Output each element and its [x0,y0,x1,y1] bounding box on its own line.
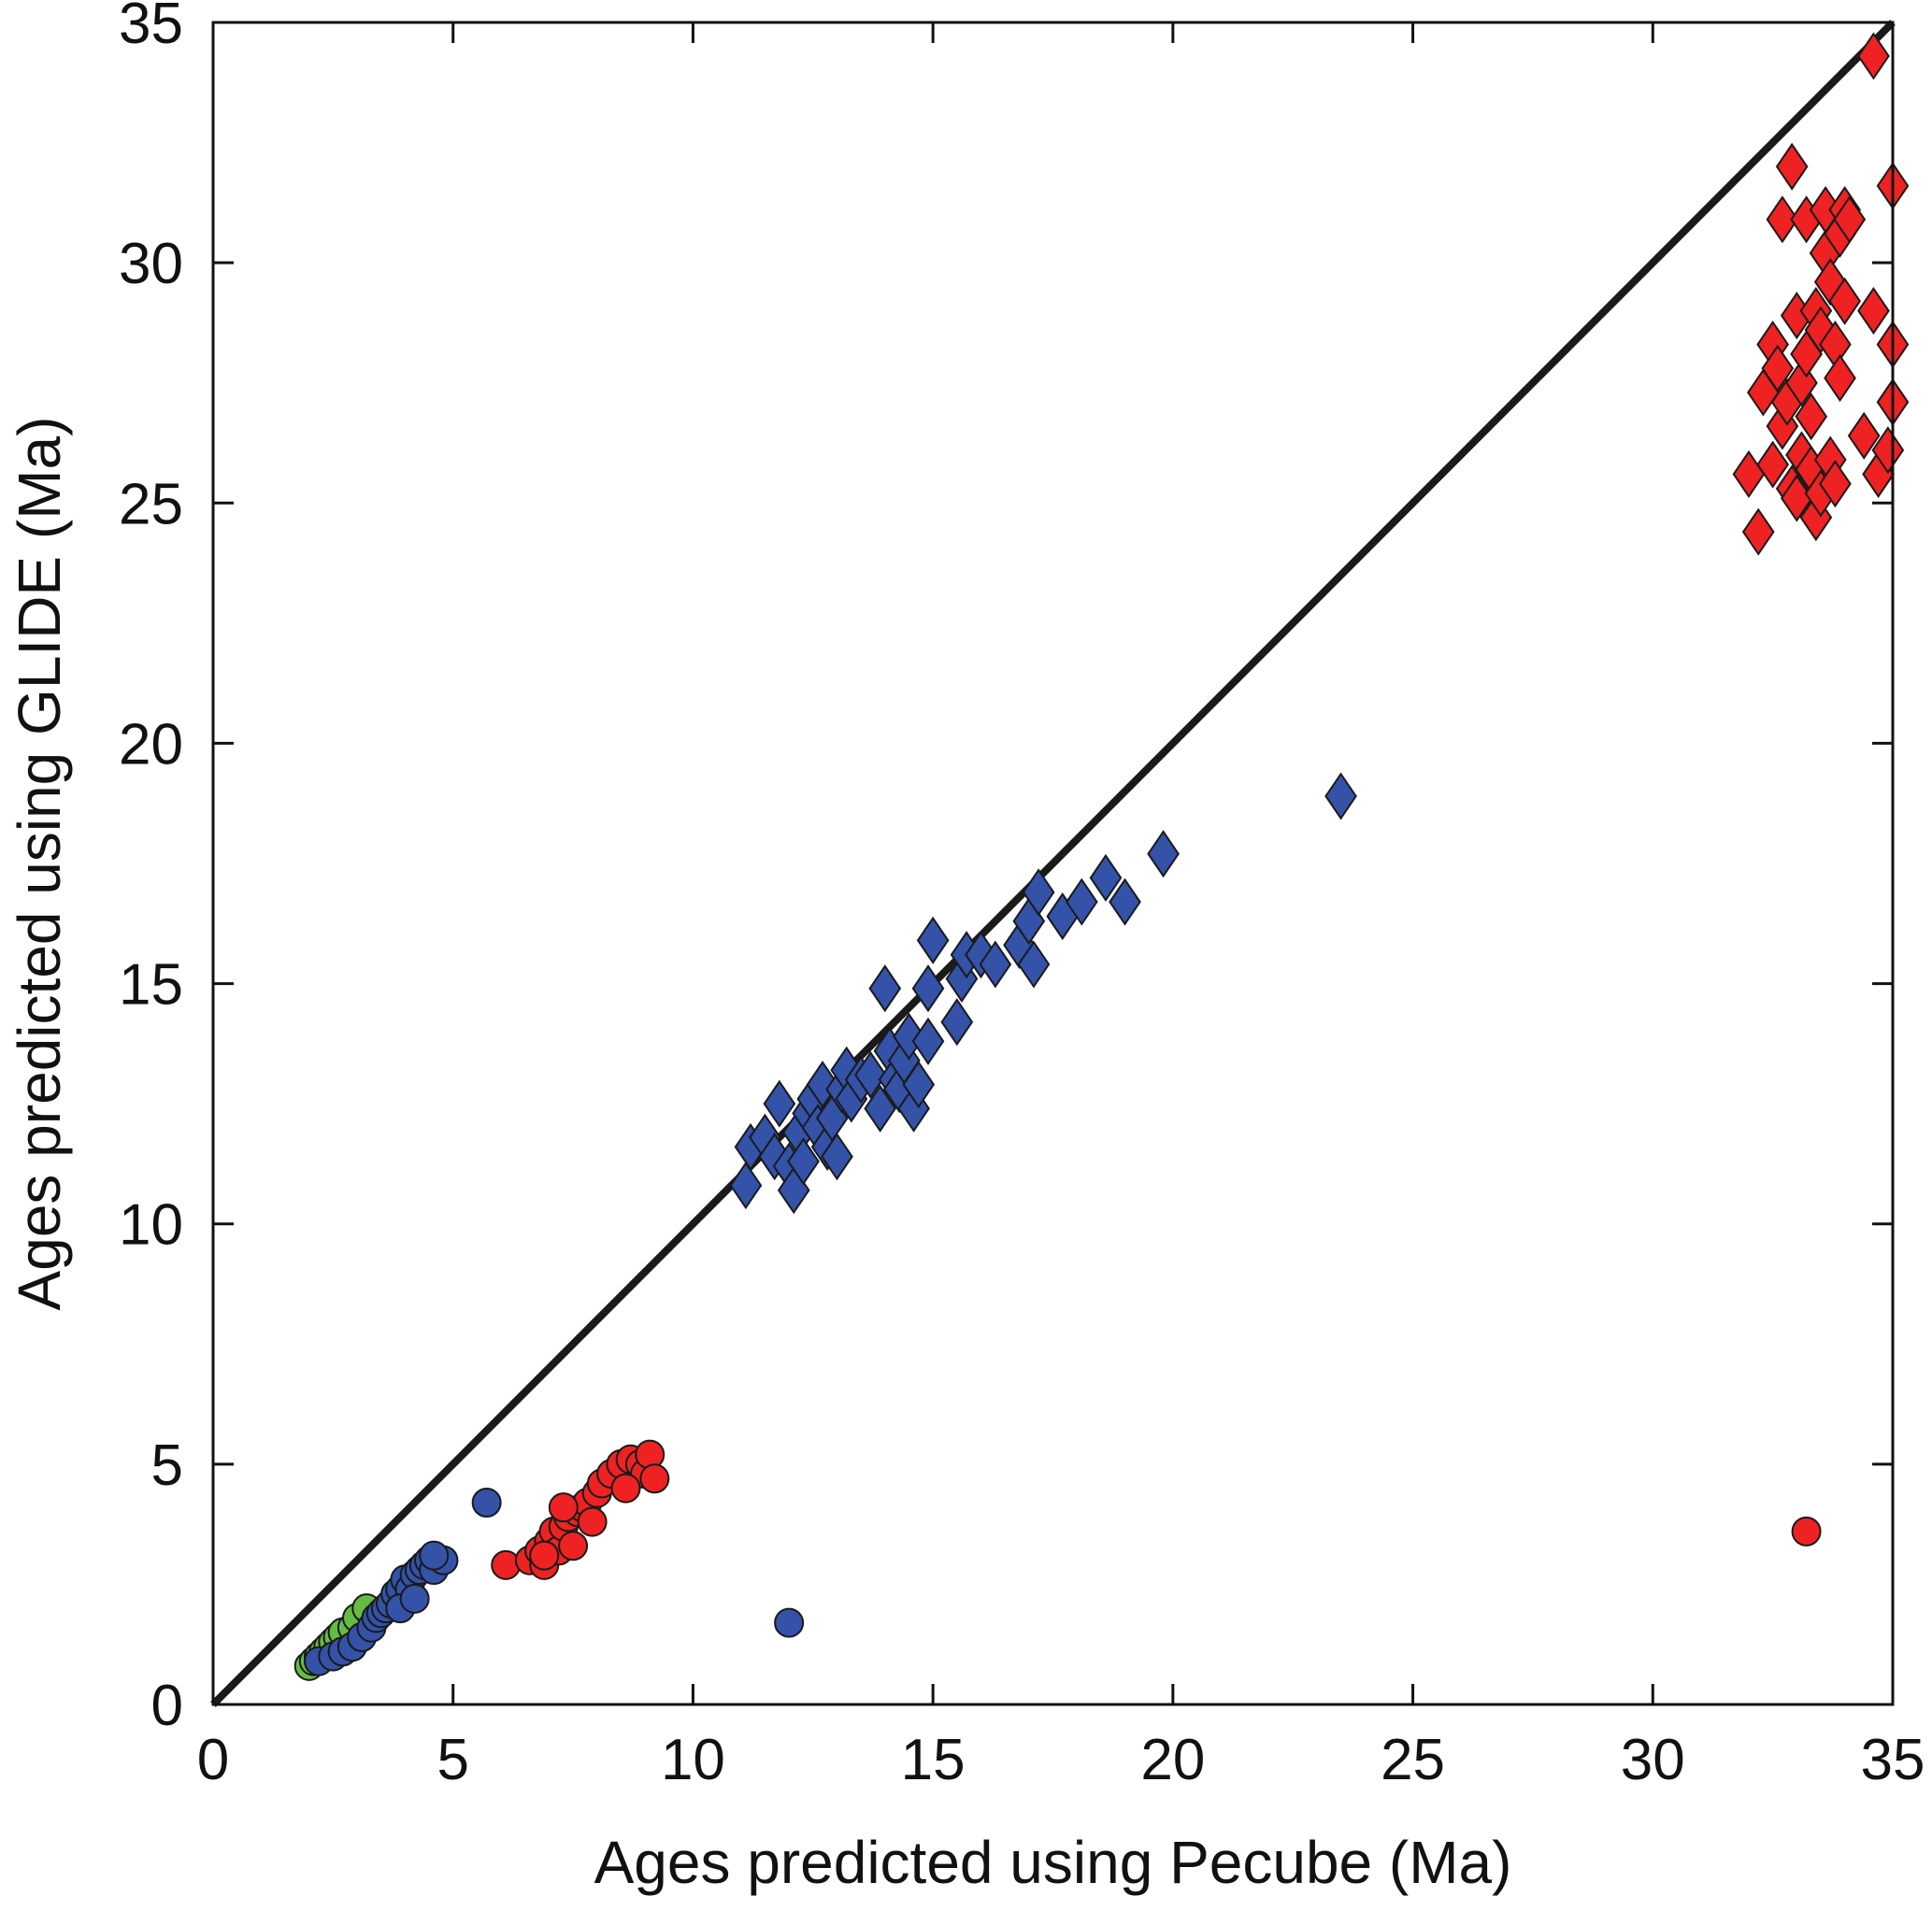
y-tick-label: 0 [151,1674,183,1738]
x-axis-title: Ages predicted using Pecube (Ma) [594,1829,1512,1896]
data-point-diamond [763,1079,796,1128]
data-point-diamond [729,1162,763,1210]
data-point-circle [639,1463,670,1494]
x-tick-label: 35 [1861,1728,1925,1792]
data-point-diamond [1761,344,1795,392]
x-tick-label: 15 [901,1728,966,1792]
data-markers [293,32,1910,1681]
x-tick-label: 5 [436,1728,468,1792]
data-point-circle [529,1540,560,1571]
y-tick-label: 20 [119,712,183,777]
data-point-diamond [1732,449,1766,498]
reference-line-layer [210,20,1896,1707]
data-point-diamond [1324,772,1357,820]
plot-frame [211,21,1895,1706]
data-point-diamond [1857,32,1890,80]
data-point-diamond [911,1017,945,1065]
data-point-diamond [1089,853,1123,902]
data-point-diamond [1022,868,1055,917]
data-point-circle [471,1488,502,1518]
data-point-diamond [821,1133,853,1181]
data-point-diamond [1775,142,1809,191]
data-point-diamond [1871,426,1905,475]
y-tick-label: 30 [119,232,183,296]
data-point-diamond [945,954,979,1003]
data-point-diamond [916,916,950,964]
data-point-diamond [1824,354,1856,403]
y-tick-label: 35 [119,0,183,56]
data-point-diamond [1847,411,1881,460]
data-point-diamond [1109,877,1141,926]
data-point-circle [774,1607,805,1638]
data-point-circle [399,1583,430,1614]
data-point-diamond [940,998,974,1047]
data-point-diamond [1828,277,1862,325]
y-axis-title: Ages predicted using GLIDE (Ma) [6,417,73,1311]
x-tick-label: 30 [1621,1728,1685,1792]
data-point-circle [610,1473,641,1504]
x-tick-label: 25 [1381,1728,1445,1792]
data-point-diamond [1795,392,1828,441]
y-tick-label: 5 [151,1433,183,1498]
y-tick-label: 10 [119,1193,183,1258]
data-point-diamond [1017,940,1051,989]
data-point-diamond [979,940,1012,989]
data-point-diamond [1147,830,1180,878]
x-tick-label: 0 [197,1728,229,1792]
y-tick-label: 15 [119,953,183,1018]
data-point-circle [548,1492,579,1523]
data-point-circle [491,1549,522,1580]
data-point-circle [558,1531,589,1561]
data-point-diamond [1804,306,1838,354]
data-point-circle [577,1506,608,1537]
one-to-one-line [210,20,1896,1707]
data-point-diamond [911,964,945,1013]
data-point-circle [1791,1516,1822,1547]
data-point-diamond [868,964,902,1013]
x-tick-label: 10 [661,1728,725,1792]
data-point-diamond [1756,440,1789,489]
data-point-diamond [1819,460,1852,508]
data-point-diamond [1833,195,1867,244]
data-point-diamond [1766,195,1799,244]
data-point-diamond [854,1050,887,1099]
y-tick-label: 25 [119,472,183,536]
data-point-diamond [1857,287,1890,335]
axis-ticks: 0 5 10 15 20 25 30 35 0 5 10 15 20 25 30 35 [119,0,1925,1792]
x-tick-label: 20 [1140,1728,1205,1792]
data-point-circle [635,1439,665,1470]
data-point-diamond [864,1084,897,1133]
data-point-diamond [1741,507,1775,556]
data-point-diamond [787,1137,820,1186]
data-point-diamond [1065,877,1098,926]
data-point-diamond [902,1061,936,1109]
data-point-diamond [1785,359,1818,407]
data-point-circle [419,1540,450,1571]
